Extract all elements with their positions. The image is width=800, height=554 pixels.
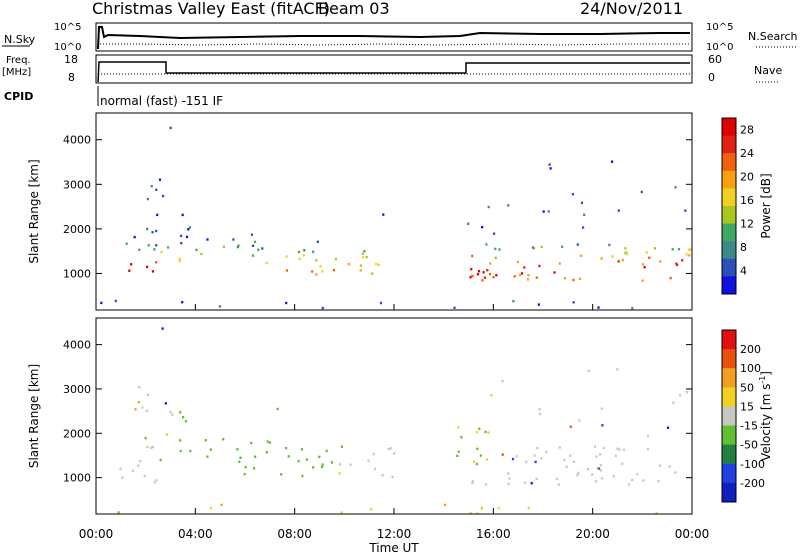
colorbar-frame <box>721 117 737 295</box>
colorbar-swatch <box>722 368 736 388</box>
colorbar-tick-label: 8 <box>740 241 747 254</box>
colorbar-swatch <box>722 170 736 189</box>
xtick-label: 20:00 <box>575 527 610 541</box>
colorbar-tick-label: 4 <box>740 265 747 278</box>
colorbar-swatch <box>722 387 736 407</box>
velocity-ytick-label: 4000 <box>63 339 91 352</box>
plot-title: Christmas Valley East (fitACF) <box>92 0 330 18</box>
colorbar-tick-label: 200 <box>740 343 761 356</box>
nsky-panel: N.Sky 10^5 10^0 10^5 10^0 N.Search <box>2 22 798 53</box>
nave-label: Nave <box>754 64 782 77</box>
colorbar-frame <box>721 329 737 503</box>
colorbar-tick-label: -15 <box>740 420 758 433</box>
nsearch-label: N.Search <box>748 30 798 43</box>
xtick-label: 00:00 <box>675 527 710 541</box>
xtick-label: 04:00 <box>178 527 213 541</box>
cpid-text: normal (fast) -151 IF <box>100 94 223 108</box>
nave-tick-top: 60 <box>708 53 722 66</box>
colorbar-label-sup: -1 <box>758 376 767 384</box>
colorbar-swatch <box>722 206 736 225</box>
colorbar-swatch <box>722 444 736 465</box>
colorbar-swatch <box>722 223 736 242</box>
power-ytick-label: 2000 <box>63 223 91 236</box>
colorbar-swatch <box>722 276 736 295</box>
colorbar-swatch <box>722 153 736 172</box>
power-panel: 1000 2000 3000 4000 Slant Range [km] <box>27 112 693 311</box>
colorbar-swatch <box>722 349 736 369</box>
xtick-label: 00:00 <box>79 527 114 541</box>
nave-tick-bottom: 0 <box>708 71 715 84</box>
date-label: 24/Nov/2011 <box>580 0 683 18</box>
velocity-ytick-label: 2000 <box>63 427 91 440</box>
colorbar-swatch <box>722 241 736 260</box>
freq-panel: Freq. [MHz] 18 8 60 0 Nave <box>2 53 782 84</box>
nsearch-tick-bottom: 10^0 <box>706 42 733 53</box>
colorbar-tick-label: -200 <box>740 477 765 490</box>
velocity-colorbar: 200 100 50 15 -15 -50 -100 -200 Velocity [m s-1] <box>721 329 773 503</box>
power-ylabel: Slant Range [km] <box>27 159 41 263</box>
freq-unit: [MHz] <box>2 67 31 78</box>
colorbar-swatch <box>722 406 736 427</box>
beam-label: Beam 03 <box>318 0 390 18</box>
velocity-scatter-cells <box>117 327 688 514</box>
colorbar-tick-label: 24 <box>740 147 754 160</box>
colorbar-label: Velocity [m s-1] <box>758 371 773 461</box>
nsky-label: N.Sky <box>4 33 36 46</box>
colorbar-tick-label: 15 <box>740 400 754 413</box>
xtick-label: 12:00 <box>377 527 412 541</box>
power-ytick-label: 4000 <box>63 134 91 147</box>
power-ytick-label: 3000 <box>63 178 91 191</box>
velocity-frame <box>95 317 693 515</box>
power-ytick-label: 1000 <box>63 267 91 280</box>
colorbar-swatch <box>722 425 736 446</box>
velocity-panel: 1000 2000 3000 4000 Slant Range [km] <box>27 317 693 515</box>
colorbar-tick-label: 100 <box>740 362 761 375</box>
colorbar-swatch <box>722 482 736 503</box>
freq-label: Freq. <box>6 55 31 66</box>
freq-tick-bottom: 8 <box>68 71 75 84</box>
colorbar-label: Power [dB] <box>759 173 773 238</box>
power-colorbar: 4 8 12 16 20 24 28 Power [dB] <box>721 117 773 295</box>
power-scatter-cells <box>100 126 692 310</box>
freq-tick-top: 18 <box>64 53 78 66</box>
nsearch-trace <box>100 43 690 46</box>
nsearch-tick-top: 10^5 <box>706 22 733 33</box>
colorbar-swatch <box>722 135 736 154</box>
colorbar-tick-label: -50 <box>740 439 758 452</box>
power-frame <box>95 112 693 311</box>
x-axis-title: Time UT <box>368 541 419 554</box>
colorbar-tick-label: 20 <box>740 171 754 184</box>
colorbar-swatch <box>722 330 736 350</box>
colorbar-swatch <box>722 118 736 137</box>
colorbar-tick-label: 12 <box>740 218 754 231</box>
colorbar-label-end: ] <box>759 371 773 376</box>
cpid-label: CPID <box>4 90 33 103</box>
time-axis: 00:00 04:00 08:00 12:00 16:00 20:00 00:00 <box>79 527 710 541</box>
colorbar-swatch <box>722 463 736 484</box>
nsky-tick-top: 10^5 <box>54 22 81 33</box>
velocity-ytick-label: 3000 <box>63 383 91 396</box>
freq-trace <box>97 61 690 83</box>
xtick-label: 16:00 <box>476 527 511 541</box>
velocity-ylabel: Slant Range [km] <box>27 364 41 468</box>
nsky-trace <box>97 26 690 50</box>
colorbar-tick-label: -100 <box>740 458 765 471</box>
nsky-tick-bottom: 10^0 <box>54 42 81 53</box>
colorbar-tick-label: 16 <box>740 194 754 207</box>
colorbar-tick-label: 28 <box>740 124 754 137</box>
velocity-ytick-label: 1000 <box>63 472 91 485</box>
colorbar-swatch <box>722 188 736 207</box>
colorbar-tick-label: 50 <box>740 381 754 394</box>
colorbar-swatch <box>722 258 736 277</box>
xtick-label: 08:00 <box>277 527 312 541</box>
